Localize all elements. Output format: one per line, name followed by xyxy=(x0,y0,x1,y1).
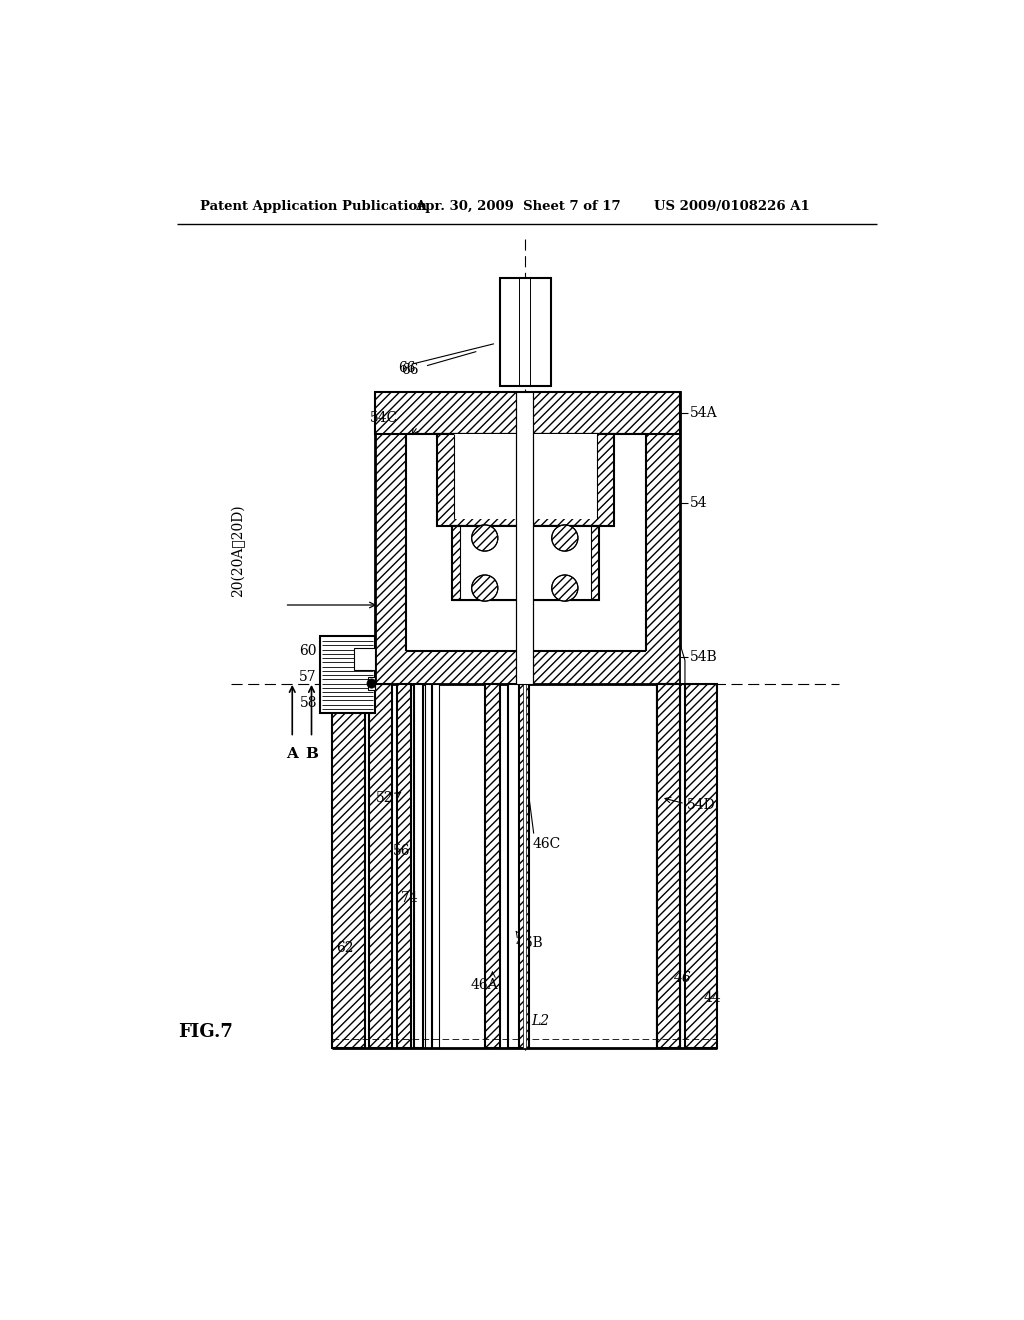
Polygon shape xyxy=(680,645,685,684)
Bar xyxy=(508,684,520,1048)
Text: 66: 66 xyxy=(401,363,419,378)
Text: 54A: 54A xyxy=(689,407,717,420)
Text: 46C: 46C xyxy=(532,837,561,850)
Text: 44: 44 xyxy=(703,991,721,1005)
Text: 74: 74 xyxy=(400,891,419,904)
Bar xyxy=(516,392,534,684)
Bar xyxy=(376,392,680,684)
Text: 46A: 46A xyxy=(471,978,499,993)
Bar xyxy=(319,636,376,713)
Text: 54B: 54B xyxy=(689,649,718,664)
Bar xyxy=(453,527,599,599)
Text: Apr. 30, 2009  Sheet 7 of 17: Apr. 30, 2009 Sheet 7 of 17 xyxy=(416,199,622,213)
Bar xyxy=(657,684,680,1048)
Text: 46: 46 xyxy=(673,970,690,985)
Text: US 2009/0108226 A1: US 2009/0108226 A1 xyxy=(654,199,810,213)
Bar xyxy=(437,434,614,527)
Bar xyxy=(657,684,680,1048)
Text: B: B xyxy=(305,747,318,760)
Bar xyxy=(454,434,597,519)
Polygon shape xyxy=(365,645,376,684)
Bar xyxy=(484,684,500,1048)
Bar xyxy=(425,684,431,1048)
Bar xyxy=(518,684,529,1048)
Circle shape xyxy=(552,525,578,552)
Text: L2: L2 xyxy=(531,1014,549,1028)
Bar xyxy=(397,684,411,1048)
Bar xyxy=(376,392,680,434)
Text: 54C: 54C xyxy=(371,411,398,425)
Text: 56: 56 xyxy=(392,845,410,858)
Bar xyxy=(685,684,717,1048)
Text: 66: 66 xyxy=(397,360,416,375)
Text: 46B: 46B xyxy=(515,936,544,950)
Bar xyxy=(407,434,646,651)
Bar xyxy=(368,677,376,689)
Circle shape xyxy=(367,678,376,688)
Bar xyxy=(414,684,423,1048)
Circle shape xyxy=(552,576,578,601)
Text: 52: 52 xyxy=(376,791,393,804)
Bar xyxy=(370,684,392,1048)
Text: FIG.7: FIG.7 xyxy=(178,1023,233,1041)
Text: 62: 62 xyxy=(336,941,353,954)
Text: A: A xyxy=(287,747,298,760)
Bar xyxy=(460,527,591,599)
Text: 57: 57 xyxy=(299,671,316,684)
Text: 54D: 54D xyxy=(686,799,715,812)
Text: 58: 58 xyxy=(299,696,316,710)
Bar xyxy=(354,648,376,669)
Text: Patent Application Publication: Patent Application Publication xyxy=(200,199,427,213)
Bar xyxy=(523,684,526,1048)
Bar xyxy=(333,684,365,1048)
Text: 54: 54 xyxy=(689,496,708,511)
Text: 20(20A〜20D): 20(20A〜20D) xyxy=(230,504,245,598)
Bar xyxy=(500,277,551,385)
Circle shape xyxy=(472,525,498,552)
Text: 60: 60 xyxy=(299,644,316,659)
Bar xyxy=(432,684,438,1048)
Circle shape xyxy=(472,576,498,601)
